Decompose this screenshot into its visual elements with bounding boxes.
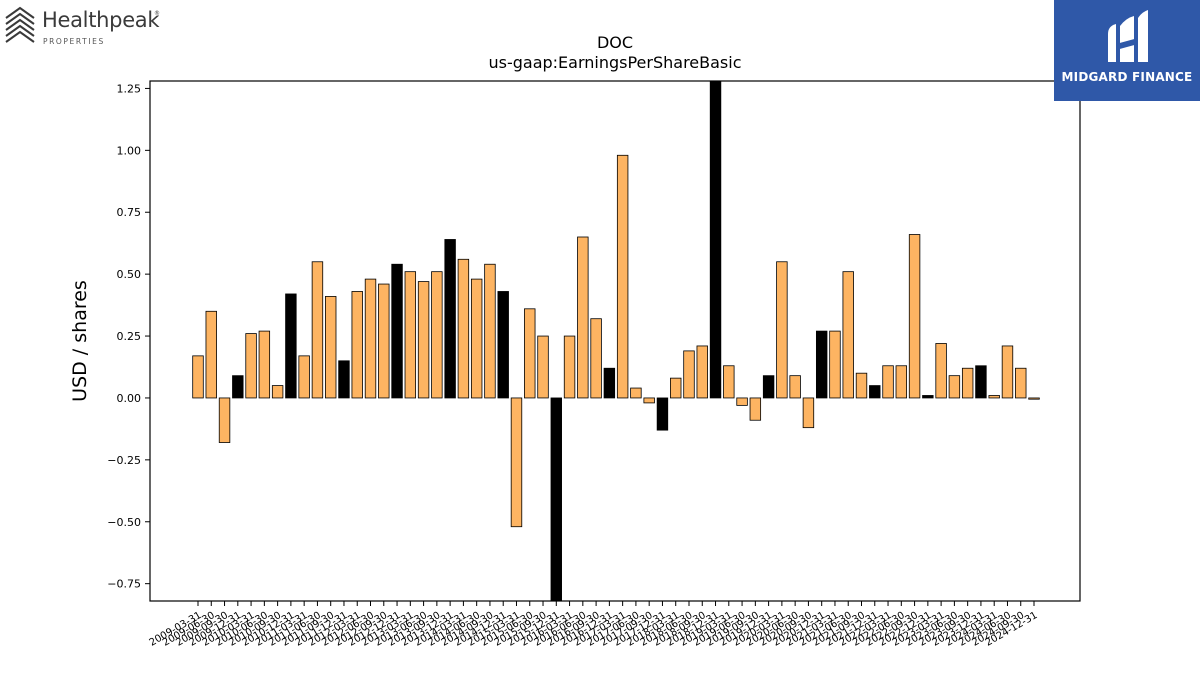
bar-2012-06-30 xyxy=(364,278,377,399)
healthpeak-mark-icon xyxy=(5,6,35,43)
y-tick-label: −0.25 xyxy=(107,454,141,467)
bar-2023-12-31 xyxy=(975,365,987,399)
bar-2019-12-31 xyxy=(762,375,775,399)
y-ticks: −0.75 −0.50 −0.25 0.00 0.25 0.50 0.75 1.00 1.25 xyxy=(107,82,150,591)
bar-2019-09-30 xyxy=(749,397,762,421)
bars-group xyxy=(192,80,1040,602)
bar-2011-03-31 xyxy=(298,355,310,399)
bar-2017-06-30 xyxy=(630,387,642,399)
bar-2014-12-31 xyxy=(497,291,509,399)
y-tick-label: −0.75 xyxy=(107,578,141,591)
bar-2017-12-31 xyxy=(656,397,669,431)
bar-2017-03-31 xyxy=(616,154,629,399)
bar-2023-09-30 xyxy=(961,367,974,399)
healthpeak-subtitle: PROPERTIES xyxy=(43,37,105,46)
bar-2016-03-31 xyxy=(563,335,576,399)
y-tick-label: 0.00 xyxy=(117,392,142,405)
bar-2020-12-31 xyxy=(815,330,828,399)
y-tick-label: 0.50 xyxy=(117,268,142,281)
bar-2012-03-31 xyxy=(351,291,363,399)
bar-2010-09-30 xyxy=(271,385,284,399)
midgard-brand-text: MIDGARD FINANCE xyxy=(1061,70,1193,84)
healthpeak-logo: Healthpeak ® PROPERTIES xyxy=(4,6,174,46)
bar-2024-06-30 xyxy=(1001,345,1014,399)
bar-2015-09-30 xyxy=(537,335,549,399)
bar-2024-03-31 xyxy=(988,395,1000,399)
bar-2021-09-30 xyxy=(855,372,868,399)
bar-2011-06-30 xyxy=(311,261,324,399)
bar-2010-12-31 xyxy=(285,293,297,399)
bar-2013-03-31 xyxy=(404,271,417,399)
plot-frame xyxy=(149,80,1081,602)
bar-2012-12-31 xyxy=(391,263,403,399)
bar-2020-09-30 xyxy=(802,397,815,429)
chart-subtitle: us-gaap:EarningsPerShareBasic xyxy=(488,53,741,72)
bar-2019-03-31 xyxy=(723,365,735,399)
bar-2021-06-30 xyxy=(842,271,854,399)
bar-2023-06-30 xyxy=(948,375,961,399)
bar-2020-06-30 xyxy=(789,375,801,399)
bar-2011-12-31 xyxy=(338,360,350,399)
bar-2017-09-30 xyxy=(643,397,655,404)
bar-2009-06-30 xyxy=(205,310,217,399)
bar-2014-03-31 xyxy=(457,258,470,399)
bar-2024-09-30 xyxy=(1015,367,1027,399)
bar-2013-06-30 xyxy=(417,281,430,399)
bar-2022-12-31 xyxy=(922,395,934,399)
bar-2022-03-31 xyxy=(882,365,894,399)
bar-2022-06-30 xyxy=(895,365,908,399)
bar-2015-12-31 xyxy=(550,397,562,602)
bar-2009-09-30 xyxy=(218,397,231,443)
y-tick-label: −0.50 xyxy=(107,516,141,529)
bar-2013-12-31 xyxy=(444,239,456,399)
bar-2012-09-30 xyxy=(378,283,390,399)
bar-2016-12-31 xyxy=(603,367,616,399)
bar-2018-06-30 xyxy=(683,350,695,399)
bar-2014-06-30 xyxy=(470,278,483,399)
bar-2021-03-31 xyxy=(829,330,841,399)
bar-2015-03-31 xyxy=(510,397,523,528)
bar-2018-12-31 xyxy=(709,80,722,399)
bar-2010-03-31 xyxy=(245,333,257,399)
x-ticks: 2009-03-312009-06-302009-09-302009-12-31… xyxy=(148,601,1040,649)
healthpeak-registered-mark: ® xyxy=(154,10,160,17)
bar-2011-09-30 xyxy=(324,296,337,399)
bar-2016-06-30 xyxy=(577,236,589,399)
bar-2014-09-30 xyxy=(484,263,496,399)
bar-2022-09-30 xyxy=(908,234,921,399)
bar-2020-03-31 xyxy=(776,261,788,399)
midgard-finance-logo: MIDGARD FINANCE xyxy=(1054,0,1200,101)
bar-2018-03-31 xyxy=(670,377,682,399)
bar-2024-12-31 xyxy=(1028,397,1040,400)
bar-2013-09-30 xyxy=(431,271,443,399)
chart-title: DOC xyxy=(597,33,633,52)
bar-2015-06-30 xyxy=(524,308,536,399)
y-tick-label: 1.00 xyxy=(117,144,142,157)
bar-2009-03-31 xyxy=(192,355,204,399)
midgard-mark-icon xyxy=(1108,10,1148,62)
bar-2010-06-30 xyxy=(258,330,271,399)
bar-2021-12-31 xyxy=(869,385,881,399)
y-tick-label: 1.25 xyxy=(117,82,142,95)
bar-2019-06-30 xyxy=(736,397,748,406)
y-tick-label: 0.75 xyxy=(117,206,142,219)
bar-2023-03-31 xyxy=(935,343,947,399)
y-axis-label: USD / shares xyxy=(69,280,91,402)
y-tick-label: 0.25 xyxy=(117,330,142,343)
bar-2016-09-30 xyxy=(590,318,602,399)
healthpeak-brand-text: Healthpeak xyxy=(42,8,160,32)
bar-2018-09-30 xyxy=(696,345,708,399)
bar-2009-12-31 xyxy=(232,375,244,399)
